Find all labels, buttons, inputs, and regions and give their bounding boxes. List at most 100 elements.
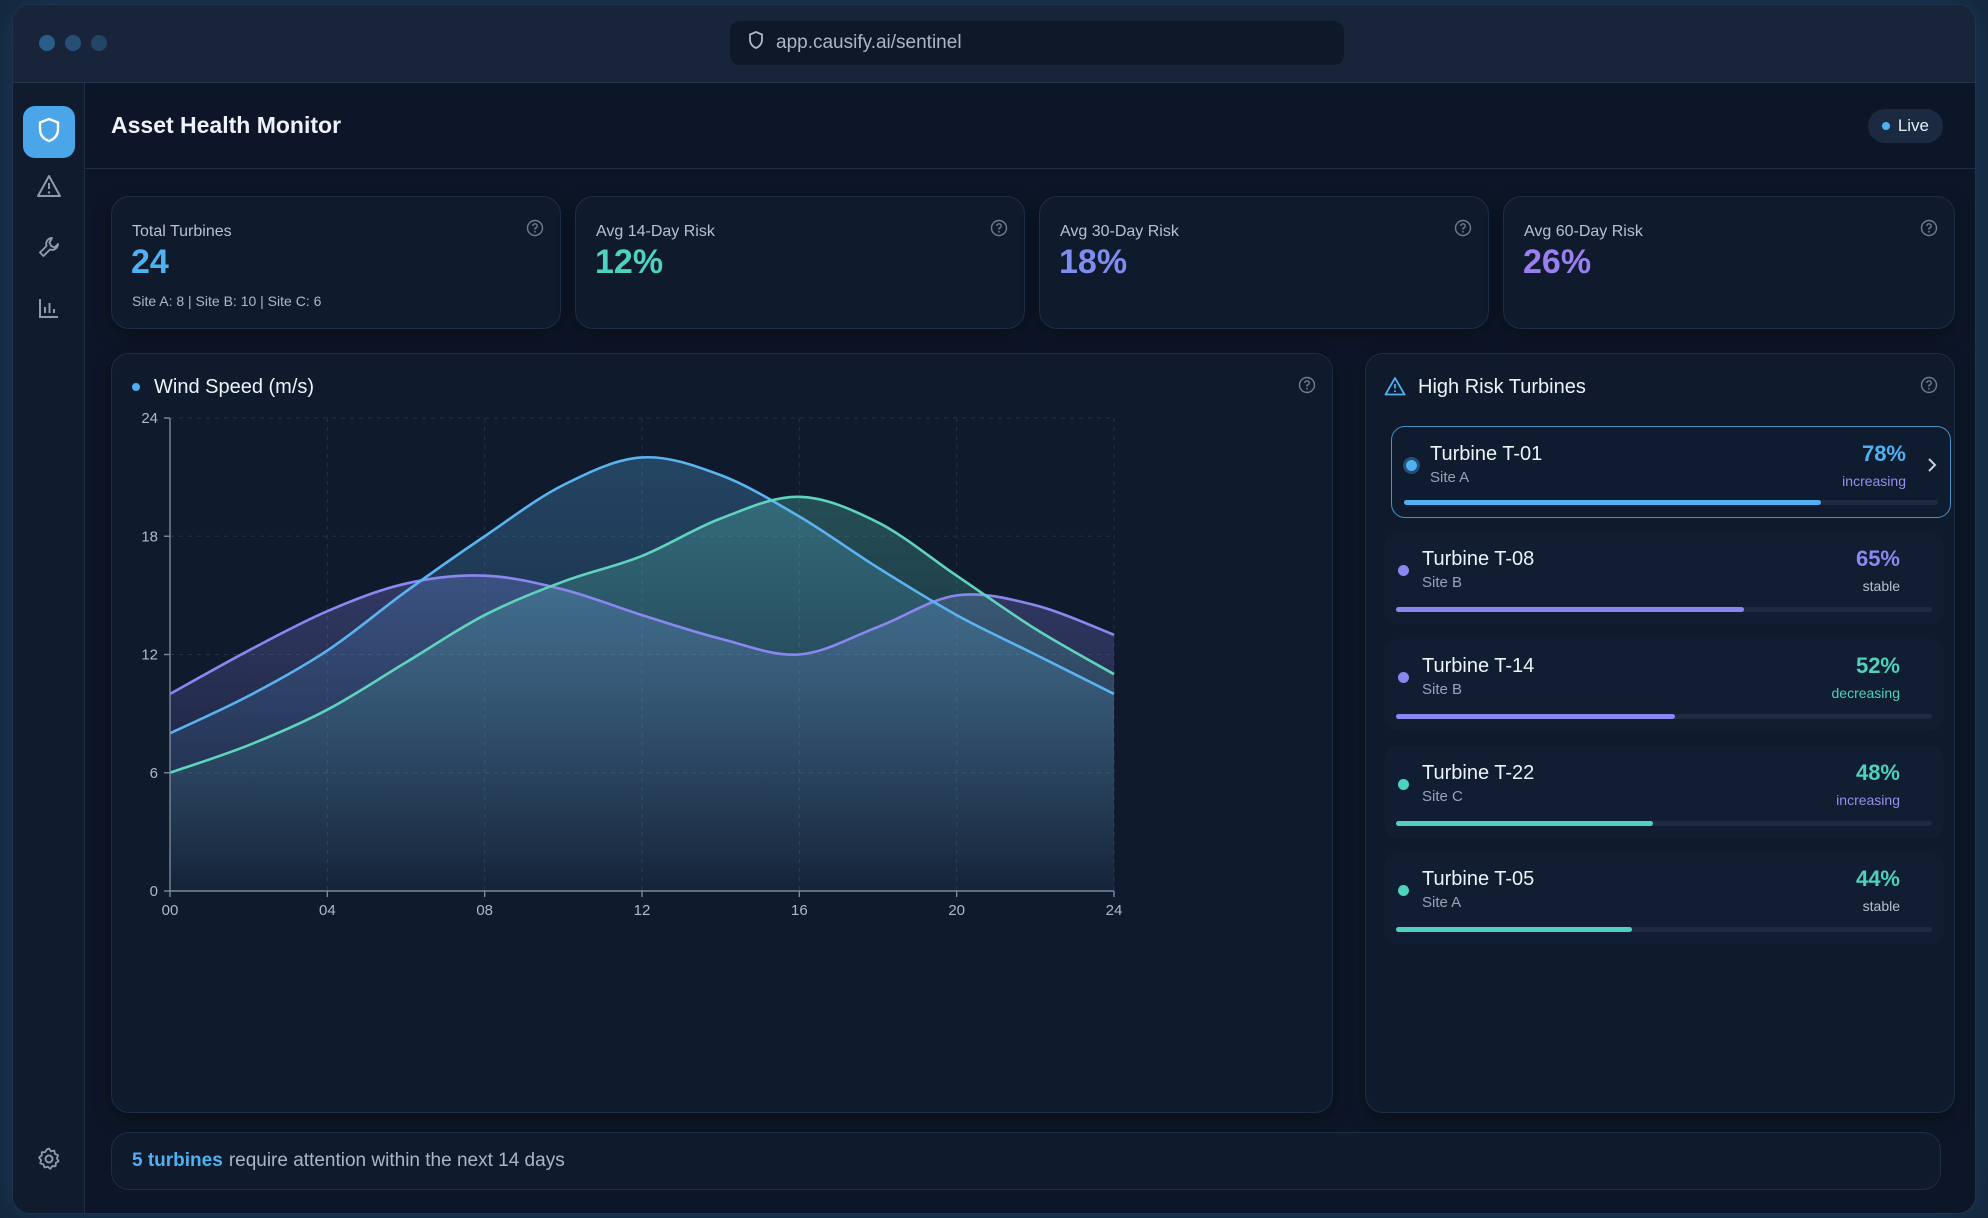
risk-item-t14[interactable]: Turbine T-14 Site B 52% decreasing	[1384, 639, 1944, 731]
window-minimize-dot[interactable]	[65, 35, 81, 51]
x-tick-label: 24	[1106, 902, 1123, 919]
stat-value: 26%	[1523, 243, 1592, 281]
risk-bar	[1396, 821, 1932, 826]
risk-bar-fill	[1396, 607, 1745, 612]
risk-status-dot	[1398, 672, 1409, 683]
turbine-site: Site B	[1422, 574, 1463, 591]
risk-bar	[1396, 714, 1932, 719]
title-bar: app.causify.ai/sentinel	[13, 5, 1975, 83]
live-status-badge: Live	[1867, 109, 1943, 143]
risk-trend: decreasing	[1831, 685, 1901, 701]
y-tick-label: 12	[141, 647, 158, 664]
series-line	[169, 574, 1115, 696]
turbine-name: Turbine T-22	[1422, 762, 1535, 784]
x-tick-label: 04	[319, 902, 336, 919]
shield-icon	[37, 117, 61, 148]
stat-value: 18%	[1059, 243, 1128, 281]
risk-bar-fill	[1404, 500, 1821, 505]
window-close-dot[interactable]	[39, 35, 55, 51]
stat-card-60-day-risk: Avg 60-Day Risk 26%	[1503, 196, 1955, 329]
risk-item-t05[interactable]: Turbine T-05 Site A 44% stable	[1384, 852, 1944, 944]
bar-chart-icon	[37, 296, 61, 325]
browser-window: app.causify.ai/sentinel	[12, 4, 1976, 1214]
turbine-name: Turbine T-14	[1422, 655, 1535, 677]
risk-status-dot	[1398, 565, 1409, 576]
risk-trend: stable	[1862, 578, 1900, 594]
x-tick-label: 08	[476, 902, 493, 919]
risk-percent: 48%	[1855, 760, 1900, 785]
risk-trend: stable	[1862, 898, 1900, 914]
risk-status-dot	[1398, 885, 1409, 896]
help-icon[interactable]	[1920, 219, 1938, 237]
help-icon[interactable]	[526, 219, 544, 237]
sidebar-item-analytics[interactable]	[23, 284, 75, 336]
risk-percent: 52%	[1855, 653, 1900, 678]
y-tick-label: 6	[150, 765, 158, 782]
page-header: Asset Health Monitor Live	[85, 83, 1975, 169]
attention-summary-bar: 5 turbines require attention within the …	[111, 1132, 1941, 1190]
live-label: Live	[1897, 116, 1929, 135]
sidebar-item-shield[interactable]	[23, 106, 75, 158]
y-tick-label: 24	[141, 410, 158, 427]
stat-card-total-turbines: Total Turbines 24 Site A: 8 | Site B: 10…	[111, 196, 561, 329]
turbine-name: Turbine T-01	[1430, 443, 1543, 465]
window-maximize-dot[interactable]	[91, 35, 107, 51]
sidebar	[13, 83, 85, 1213]
high-risk-turbines-panel: High Risk Turbines Turbine T-01 Site A 7…	[1365, 353, 1955, 1113]
wrench-icon	[37, 235, 61, 264]
shield-icon	[748, 31, 776, 55]
stat-label: Avg 14-Day Risk	[596, 223, 715, 240]
help-icon[interactable]	[1298, 376, 1316, 394]
live-dot-icon	[1881, 122, 1890, 130]
help-icon[interactable]	[1454, 219, 1472, 237]
x-tick-label: 12	[634, 902, 651, 919]
risk-bar	[1396, 927, 1932, 932]
chart-bullet-icon	[132, 383, 140, 391]
help-icon[interactable]	[1920, 376, 1938, 394]
url-text: app.causify.ai/sentinel	[776, 32, 962, 53]
turbine-name: Turbine T-05	[1422, 868, 1535, 890]
risk-item-t01[interactable]: Turbine T-01 Site A 78% increasing	[1391, 426, 1951, 518]
x-tick-label: 20	[948, 902, 965, 919]
stat-value: 24	[131, 243, 169, 281]
stat-card-14-day-risk: Avg 14-Day Risk 12%	[575, 196, 1025, 329]
turbine-name: Turbine T-08	[1422, 548, 1535, 570]
warning-icon	[1384, 376, 1406, 401]
chevron-right-icon[interactable]	[1926, 457, 1938, 478]
risk-percent: 44%	[1855, 866, 1900, 891]
help-icon[interactable]	[990, 219, 1008, 237]
risk-percent: 78%	[1861, 441, 1906, 466]
x-tick-label: 16	[791, 902, 808, 919]
url-bar[interactable]: app.causify.ai/sentinel	[730, 21, 1344, 65]
attention-count[interactable]: 5 turbines	[132, 1150, 223, 1171]
attention-text: require attention within the next 14 day…	[228, 1150, 565, 1171]
risk-bar-fill	[1396, 714, 1675, 719]
stat-breakdown: Site A: 8 | Site B: 10 | Site C: 6	[132, 293, 322, 309]
risk-item-t08[interactable]: Turbine T-08 Site B 65% stable	[1384, 532, 1944, 624]
stat-label: Total Turbines	[132, 223, 232, 240]
risk-percent: 65%	[1855, 546, 1900, 571]
wind-speed-chart[interactable]: 0 6 12 18 24 00 04 08 12 16 20 24	[112, 354, 1334, 1114]
stat-card-30-day-risk: Avg 30-Day Risk 18%	[1039, 196, 1489, 329]
gear-icon	[36, 1146, 62, 1177]
risk-bar-fill	[1396, 927, 1632, 932]
risk-item-t22[interactable]: Turbine T-22 Site C 48% increasing	[1384, 746, 1944, 838]
warning-icon	[36, 174, 62, 203]
sidebar-item-settings[interactable]	[23, 1135, 75, 1187]
series-line	[169, 455, 1115, 735]
turbine-site: Site A	[1422, 894, 1462, 911]
risk-bar	[1404, 500, 1938, 505]
risk-panel-title: High Risk Turbines	[1418, 376, 1586, 398]
y-tick-label: 18	[141, 528, 158, 545]
stat-label: Avg 30-Day Risk	[1060, 223, 1179, 240]
y-tick-label: 0	[150, 883, 158, 900]
sidebar-item-maintenance[interactable]	[23, 223, 75, 275]
risk-status-dot	[1406, 460, 1417, 471]
risk-trend: increasing	[1842, 473, 1906, 489]
turbine-site: Site A	[1430, 469, 1470, 486]
series-line	[169, 495, 1115, 774]
stat-label: Avg 60-Day Risk	[1524, 223, 1643, 240]
turbine-site: Site C	[1422, 788, 1463, 805]
sidebar-item-alerts[interactable]	[23, 162, 75, 214]
series-area	[170, 496, 1114, 891]
